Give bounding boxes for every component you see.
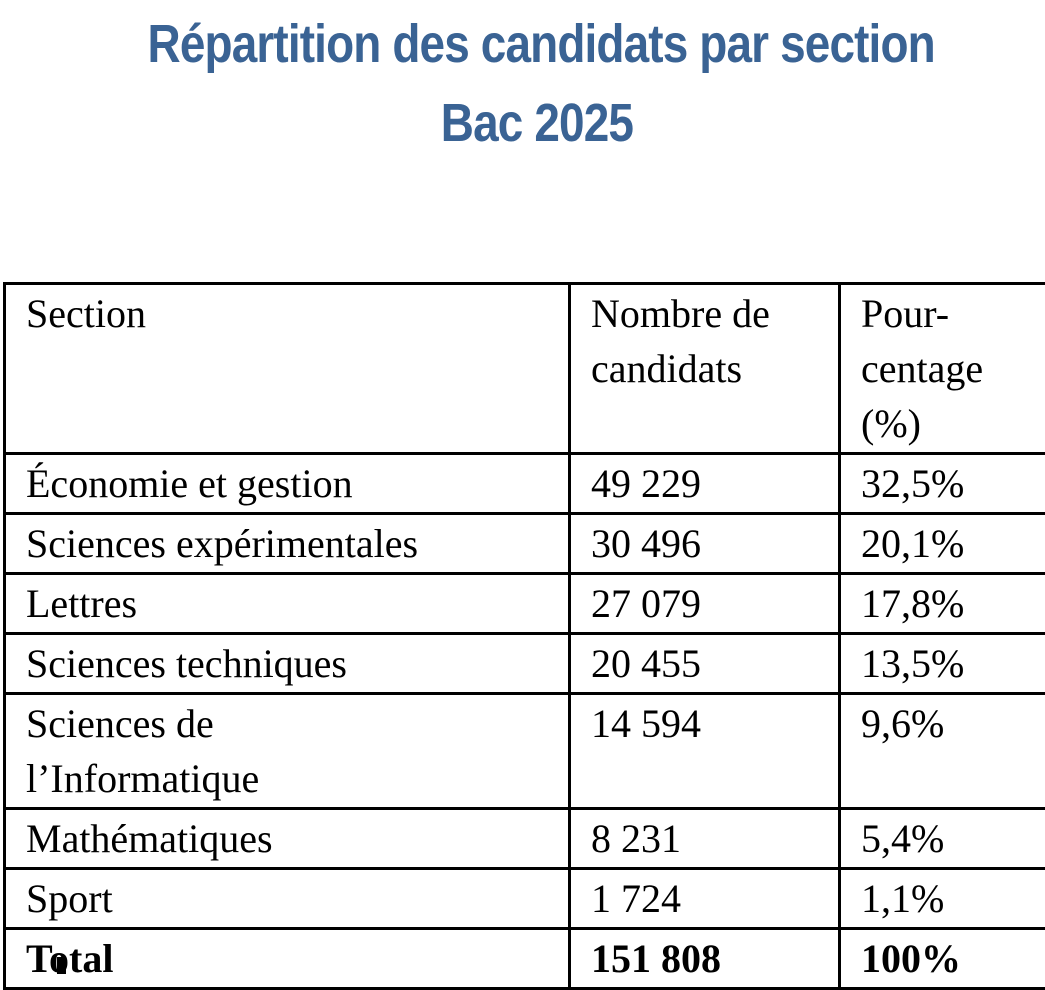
- table-row: Lettres 27 079 17,8%: [5, 574, 1045, 634]
- table-header: Section Nombre de candidats Pour- centag…: [5, 284, 1045, 454]
- cell-percentage: 17,8%: [840, 574, 1045, 634]
- table-row: Sciences techniques 20 455 13,5%: [5, 634, 1045, 694]
- cell-percentage: 5,4%: [840, 809, 1045, 869]
- cell-section: Sciences de l’Informatique: [5, 694, 570, 809]
- cell-candidates: 30 496: [570, 514, 840, 574]
- table-row-total: Total 151 808 100%: [5, 929, 1045, 989]
- cell-candidates: 8 231: [570, 809, 840, 869]
- cell-candidates: 14 594: [570, 694, 840, 809]
- column-header-percentage: Pour- centage (%): [840, 284, 1045, 454]
- table-row: Sport 1 724 1,1%: [5, 869, 1045, 929]
- table-row: Sciences expérimentales 30 496 20,1%: [5, 514, 1045, 574]
- cell-candidates-total: 151 808: [570, 929, 840, 989]
- cell-section: Économie et gestion: [5, 454, 570, 514]
- cell-section-total: Total: [5, 929, 570, 989]
- cell-percentage: 32,5%: [840, 454, 1045, 514]
- table-row: Mathématiques 8 231 5,4%: [5, 809, 1045, 869]
- column-header-candidates: Nombre de candidats: [570, 284, 840, 454]
- title-line-2: Bac 2025: [78, 92, 966, 154]
- text-cursor: [57, 957, 66, 974]
- cell-section: Lettres: [5, 574, 570, 634]
- cell-candidates: 27 079: [570, 574, 840, 634]
- cell-candidates: 20 455: [570, 634, 840, 694]
- cell-candidates: 49 229: [570, 454, 840, 514]
- cell-percentage: 9,6%: [840, 694, 1045, 809]
- cell-percentage: 20,1%: [840, 514, 1045, 574]
- cell-candidates: 1 724: [570, 869, 840, 929]
- cell-percentage: 1,1%: [840, 869, 1045, 929]
- header-row: Section Nombre de candidats Pour- centag…: [5, 284, 1045, 454]
- column-header-section: Section: [5, 284, 570, 454]
- table-body: Économie et gestion 49 229 32,5% Science…: [5, 454, 1045, 989]
- cell-section: Sciences expérimentales: [5, 514, 570, 574]
- cell-section: Sciences techniques: [5, 634, 570, 694]
- cell-section: Sport: [5, 869, 570, 929]
- candidates-table: Section Nombre de candidats Pour- centag…: [3, 282, 1045, 990]
- title-line-1: Répartition des candidats par section: [78, 13, 966, 75]
- cell-percentage-total: 100%: [840, 929, 1045, 989]
- table-row: Sciences de l’Informatique 14 594 9,6%: [5, 694, 1045, 809]
- cell-percentage: 13,5%: [840, 634, 1045, 694]
- cell-section: Mathématiques: [5, 809, 570, 869]
- table-row: Économie et gestion 49 229 32,5%: [5, 454, 1045, 514]
